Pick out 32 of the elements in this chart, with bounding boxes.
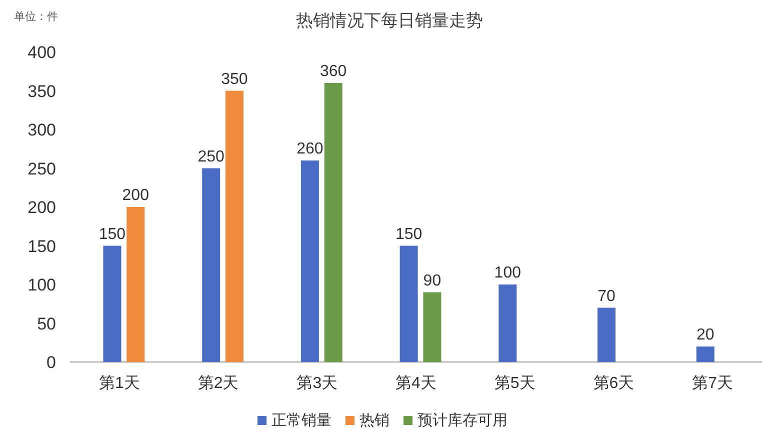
chart-title: 热销情况下每日销量走势 [296,11,483,30]
y-tick-label: 50 [37,314,56,334]
text: 单位：件 [14,10,58,23]
data-label: 350 [221,70,248,88]
data-label: 90 [423,272,442,290]
data-label: 20 [696,326,714,344]
legend-label: 热销 [360,412,390,429]
y-tick-label: 250 [28,159,56,178]
y-tick-label: 200 [28,198,56,217]
x-tick-label: 第4天 [396,375,436,392]
x-tick-label: 第2天 [198,375,239,392]
x-tick-label: 第1天 [98,375,140,392]
y-tick-label: 400 [28,43,56,62]
y-tick-label: 150 [28,236,56,256]
data-label: 200 [122,187,150,204]
data-label: 150 [395,226,422,243]
data-label: 70 [598,288,616,305]
y-tick-label: 350 [28,82,56,101]
data-label: 100 [494,264,522,282]
legend-label: 预计库存可用 [418,412,508,429]
y-tick-label: 300 [28,120,56,140]
y-tick-label: 100 [28,276,56,294]
x-tick-label: 第6天 [593,375,634,392]
x-tick-label: 第5天 [494,375,536,392]
data-label: 260 [296,140,324,158]
y-tick-label: 0 [46,353,56,372]
data-label: 360 [320,63,347,80]
x-tick-label: 第7天 [692,375,734,392]
data-label: 250 [198,148,225,166]
legend-label: 正常销量 [272,412,332,429]
data-label: 150 [98,226,126,243]
x-tick-label: 第3天 [296,375,338,392]
